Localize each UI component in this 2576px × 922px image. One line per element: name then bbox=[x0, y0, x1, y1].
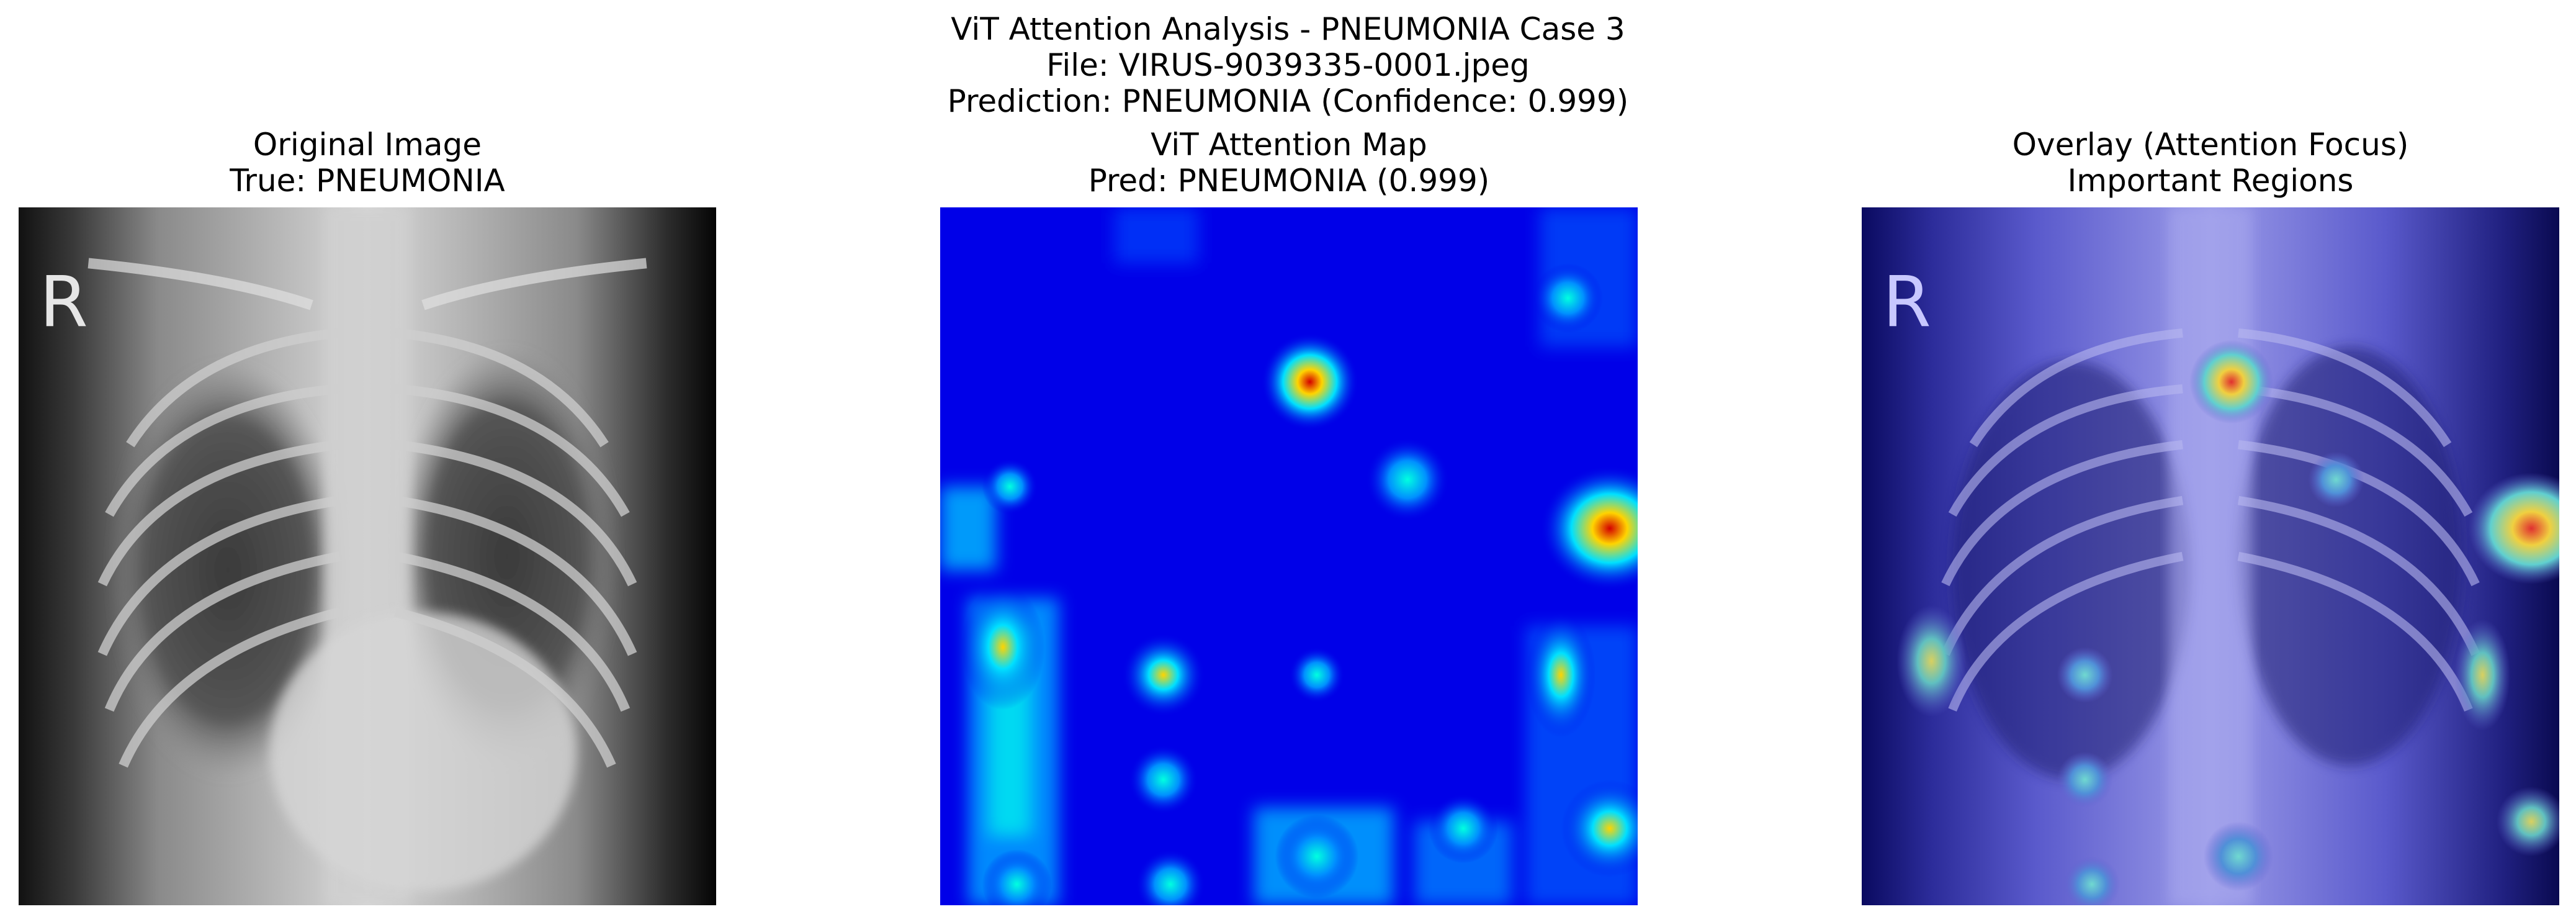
attention-heatmap-image bbox=[940, 207, 1638, 905]
attention-map-title: ViT Attention Map Pred: PNEUMONIA (0.999… bbox=[940, 127, 1638, 199]
overlay-marker-letter: R bbox=[1883, 261, 1931, 343]
overlay-image: R bbox=[1862, 207, 2559, 905]
original-image-title: Original Image True: PNEUMONIA bbox=[19, 127, 716, 199]
overlay-graphic: R bbox=[1862, 207, 2559, 905]
overlay-title: Overlay (Attention Focus) Important Regi… bbox=[1862, 127, 2559, 199]
figure-title: ViT Attention Analysis - PNEUMONIA Case … bbox=[0, 11, 2576, 119]
figure-title-line-3: Prediction: PNEUMONIA (Confidence: 0.999… bbox=[947, 83, 1629, 119]
attention-map-title-line-2: Pred: PNEUMONIA (0.999) bbox=[1088, 163, 1490, 199]
figure-title-line-1: ViT Attention Analysis - PNEUMONIA Case … bbox=[951, 11, 1625, 47]
original-image-title-line-2: True: PNEUMONIA bbox=[230, 163, 505, 199]
figure-title-line-2: File: VIRUS-9039335-0001.jpeg bbox=[1046, 47, 1530, 83]
heatmap-graphic bbox=[940, 207, 1638, 905]
attention-map-title-line-1: ViT Attention Map bbox=[1151, 127, 1427, 163]
xray-graphic: R bbox=[19, 207, 716, 905]
overlay-title-line-1: Overlay (Attention Focus) bbox=[2012, 127, 2409, 163]
overlay-title-line-2: Important Regions bbox=[2067, 163, 2354, 199]
original-xray-image: R bbox=[19, 207, 716, 905]
original-image-title-line-1: Original Image bbox=[253, 127, 482, 163]
xray-marker-letter: R bbox=[40, 261, 88, 343]
